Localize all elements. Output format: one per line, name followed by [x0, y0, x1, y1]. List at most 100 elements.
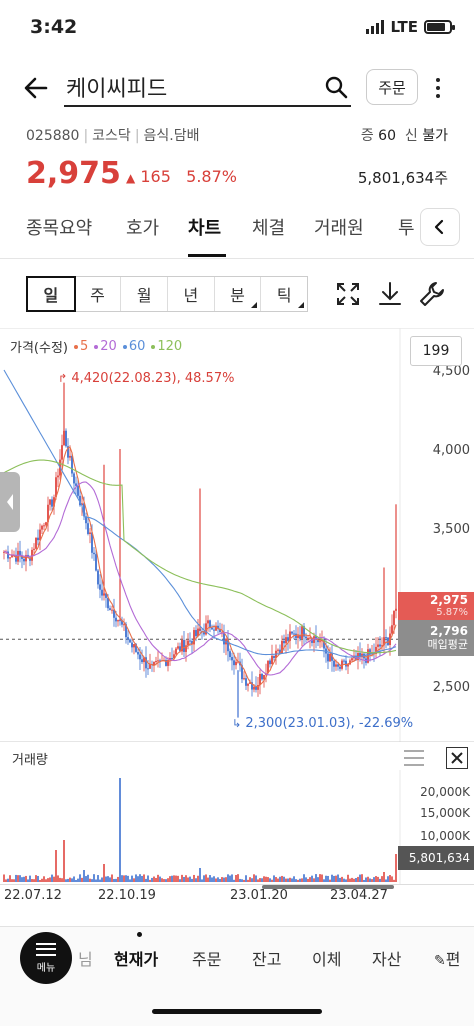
nav-item-partial[interactable]: 님	[78, 950, 93, 969]
volume-bar	[185, 875, 187, 882]
volume-bar	[341, 876, 343, 882]
tab-summary[interactable]: 종목요약	[26, 218, 93, 239]
search-icon	[325, 76, 348, 99]
candle-body	[345, 660, 347, 667]
candle-body	[103, 593, 105, 596]
chart-side-handle[interactable]	[0, 472, 20, 532]
candle-body	[129, 639, 131, 643]
tab-investor[interactable]: 투	[398, 218, 415, 239]
menu-label: 메뉴	[36, 962, 56, 974]
nav-item-balance[interactable]: 잔고	[252, 950, 282, 969]
candle-body	[269, 660, 271, 665]
tab-quote[interactable]: 호가	[126, 218, 160, 239]
nav-item-assets[interactable]: 자산	[372, 950, 402, 969]
volume-bar	[239, 878, 241, 882]
candle-body	[167, 660, 169, 666]
more-menu-button[interactable]	[430, 72, 446, 104]
search-button[interactable]	[323, 74, 351, 102]
volume-bar	[245, 875, 247, 882]
credit-value: 불가	[422, 128, 448, 144]
volume-bar	[269, 878, 271, 882]
candle-body	[171, 658, 173, 660]
volume-bar	[351, 877, 353, 882]
volume-bar	[3, 874, 5, 882]
chart-scrollbar[interactable]	[262, 885, 394, 889]
x-axis-divider	[0, 884, 474, 885]
nav-item-edit[interactable]: ✎편	[434, 950, 461, 969]
back-button[interactable]	[20, 72, 52, 104]
period-day[interactable]: 일	[26, 276, 76, 312]
close-icon	[451, 752, 463, 764]
candle-body	[263, 674, 265, 680]
volume-bar	[35, 875, 37, 882]
volume-chart[interactable]: 20,000K 15,000K 10,000K	[0, 770, 474, 884]
chevron-left-icon	[434, 219, 444, 235]
volume-bar	[183, 876, 185, 882]
volume-bar	[9, 875, 11, 882]
volume-bar	[249, 877, 251, 882]
tab-chart[interactable]: 차트	[188, 218, 222, 239]
nav-item-order[interactable]: 주문	[192, 950, 222, 969]
volume-bar	[7, 878, 9, 882]
candle-body	[231, 657, 233, 661]
candle-body	[81, 503, 83, 506]
tab-active-indicator	[188, 254, 226, 257]
period-minute[interactable]: 분	[215, 277, 262, 311]
tab-trades[interactable]: 체결	[252, 218, 286, 239]
pencil-icon: ✎	[434, 953, 446, 969]
nav-item-current-price[interactable]: 현재가	[114, 950, 159, 969]
candle-body	[247, 683, 249, 686]
order-button[interactable]: 주문	[366, 69, 418, 105]
nav-item-transfer[interactable]: 이체	[312, 950, 342, 969]
volume-bar	[379, 878, 381, 882]
volume-bar	[109, 877, 111, 882]
volume-bar	[325, 875, 327, 882]
period-week[interactable]: 주	[75, 277, 122, 311]
candle-body	[73, 473, 75, 484]
volume-close-button[interactable]	[446, 747, 468, 769]
volume-bar	[211, 877, 213, 882]
candle-body	[379, 644, 381, 647]
signal-icon	[366, 20, 385, 34]
volume-bar	[243, 879, 245, 882]
legend-title: 가격(수정)	[10, 341, 68, 356]
stock-name-input[interactable]: 케이씨피드	[66, 77, 168, 102]
volume-bar	[163, 879, 165, 882]
menu-button[interactable]: 메뉴	[20, 932, 72, 984]
candle-body	[53, 497, 55, 507]
volume-tick-label: 15,000K	[420, 806, 471, 820]
stock-market: 코스닥	[92, 128, 131, 144]
volume-menu-button[interactable]	[404, 750, 424, 766]
download-button[interactable]	[376, 280, 404, 308]
volume-bar	[367, 876, 369, 882]
tab-broker[interactable]: 거래원	[314, 218, 364, 239]
candle-body	[243, 678, 245, 680]
volume-bar	[53, 876, 55, 882]
candle-body	[227, 638, 229, 652]
volume-bar	[125, 875, 127, 882]
volume-bar	[381, 876, 383, 882]
x-axis-label: 22.07.12	[4, 888, 62, 903]
period-year[interactable]: 년	[168, 277, 215, 311]
volume-bar	[171, 875, 173, 882]
volume-bar	[187, 877, 189, 882]
x-axis-label: 22.10.19	[98, 888, 156, 903]
candle-body	[91, 532, 93, 553]
candle-body	[273, 655, 275, 658]
period-month[interactable]: 월	[121, 277, 169, 311]
fullscreen-button[interactable]	[334, 280, 362, 308]
candle-body	[155, 660, 157, 662]
candle-body	[205, 623, 207, 635]
period-tick[interactable]: 틱	[261, 277, 307, 311]
settings-button[interactable]	[418, 280, 446, 308]
candle-body	[97, 570, 99, 585]
tab-scroll-button[interactable]	[420, 208, 460, 246]
candle-count-box[interactable]: 199	[410, 336, 462, 366]
candle-body	[369, 649, 371, 655]
volume-bar	[123, 875, 125, 882]
volume-bar	[51, 874, 53, 882]
margin-label: 증	[360, 128, 374, 144]
candle-body	[87, 523, 89, 534]
volume-bar	[137, 876, 139, 882]
